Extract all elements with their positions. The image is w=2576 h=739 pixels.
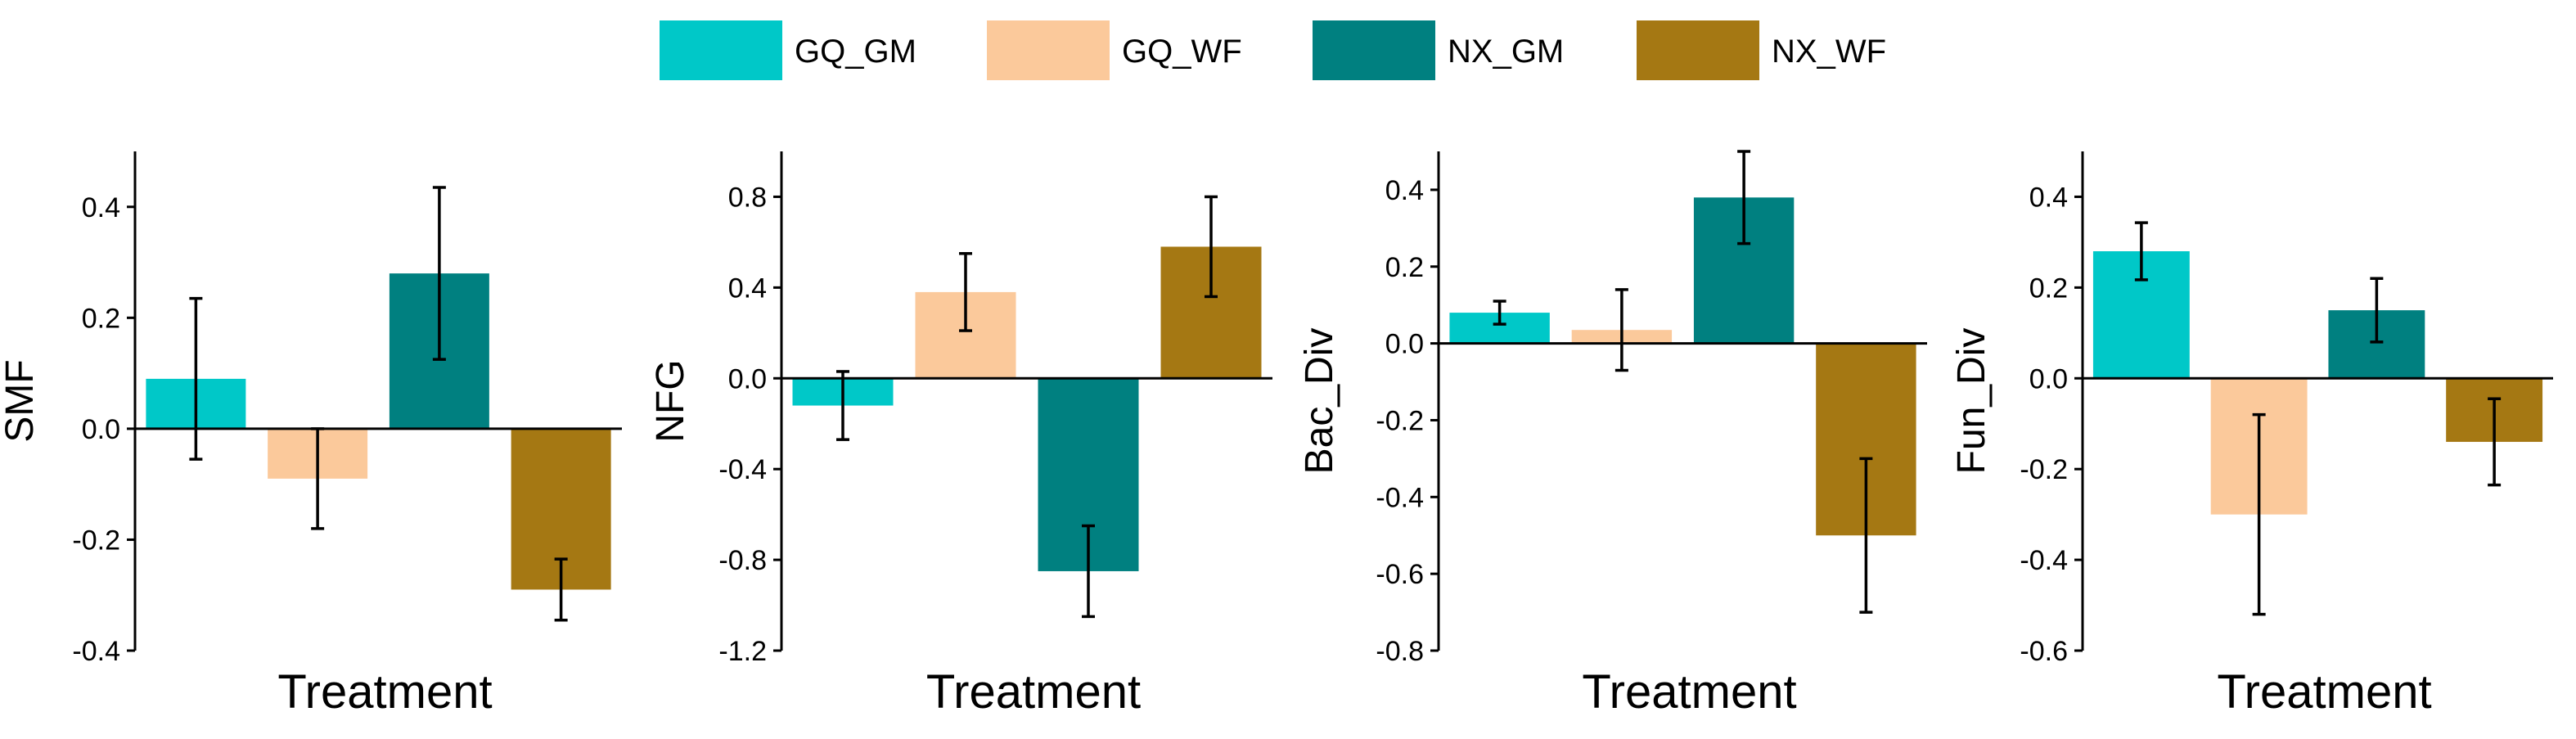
legend-swatch-gq-gm xyxy=(660,20,782,80)
legend-label-nx-gm: NX_GM xyxy=(1448,34,1564,70)
legend-label-gq-wf: GQ_WF xyxy=(1122,34,1242,70)
x-axis-title: Treatment xyxy=(926,665,1141,719)
error-bar-gq-gm xyxy=(1493,300,1506,326)
error-bar-nx-gm xyxy=(1737,150,1751,246)
legend-label-gq-gm: GQ_GM xyxy=(795,34,916,70)
legend: GQ_GM GQ_WF NX_GM NX_WF xyxy=(660,20,1886,80)
y-tick-label: -1.2 xyxy=(718,636,767,667)
error-bar-nx-wf xyxy=(1205,195,1218,299)
chart-panel-nfg: -1.2 -0.8 -0.4 0.0 0.4 0.8 NFG Treatment xyxy=(649,151,1272,719)
y-tick-label: 0.4 xyxy=(82,192,120,223)
y-tick-label: 0.2 xyxy=(82,303,120,334)
y-axis-title: Fun_Div xyxy=(1950,328,1993,475)
y-axis-title: NFG xyxy=(649,359,692,442)
error-bar-gq-wf xyxy=(959,252,972,332)
legend-swatch-gq-wf xyxy=(987,20,1110,80)
y-tick-label: 0.2 xyxy=(1385,252,1424,283)
y-tick-label: 0.0 xyxy=(728,363,767,394)
chart-panel-bac-div: -0.8 -0.6 -0.4 -0.2 0.0 0.2 0.4 Bac_Div Treatmen… xyxy=(1298,150,1927,719)
y-tick-label: -0.4 xyxy=(1376,482,1424,513)
y-tick-label: -0.2 xyxy=(72,525,120,556)
y-tick-label: 0.2 xyxy=(2029,273,2068,304)
error-bar-nx-wf xyxy=(554,557,568,622)
y-tick-label: 0.4 xyxy=(2029,182,2068,213)
y-tick-label: -0.6 xyxy=(1376,559,1424,590)
legend-label-nx-wf: NX_WF xyxy=(1772,34,1886,70)
error-bar-nx-wf xyxy=(1859,457,1873,614)
y-tick-label: -0.4 xyxy=(718,454,767,485)
error-bar-nx-wf xyxy=(2488,397,2502,487)
y-tick-label: 0.4 xyxy=(728,273,767,304)
legend-swatch-nx-wf xyxy=(1637,20,1759,80)
legend-swatch-nx-gm xyxy=(1313,20,1435,80)
y-tick-label: 0.8 xyxy=(728,182,767,213)
y-tick-label: 0.0 xyxy=(82,414,120,445)
chart-panel-fun-div: -0.6 -0.4 -0.2 0.0 0.2 0.4 Fun_Div Treatment xyxy=(1950,151,2553,719)
x-axis-title: Treatment xyxy=(1582,665,1796,719)
error-bar-gq-wf xyxy=(2252,412,2266,616)
y-axis-title: Bac_Div xyxy=(1298,328,1341,475)
y-axis-title: SMF xyxy=(0,359,42,442)
y-tick-label: -0.2 xyxy=(2020,454,2068,485)
y-tick-label: -0.4 xyxy=(72,636,120,667)
error-bar-nx-gm xyxy=(432,186,446,361)
y-tick-label: -0.8 xyxy=(718,545,767,576)
y-tick-label: 0.4 xyxy=(1385,175,1424,206)
chart-panels: -0.4-0.20.00.20.4SMFTreatment-1.2-0.8-0.… xyxy=(0,150,2553,719)
error-bar-gq-gm xyxy=(189,296,203,461)
y-tick-label: -0.8 xyxy=(1376,636,1424,667)
y-tick-label: 0.0 xyxy=(1385,329,1424,360)
y-tick-label: -0.2 xyxy=(1376,405,1424,436)
y-tick-label: 0.0 xyxy=(2029,363,2068,394)
error-bar-nx-gm xyxy=(2370,277,2384,344)
error-bar-nx-gm xyxy=(1082,524,1095,619)
x-axis-title: Treatment xyxy=(277,665,492,719)
error-bar-gq-gm xyxy=(2134,221,2148,282)
error-bar-gq-wf xyxy=(1615,288,1628,372)
x-axis-title: Treatment xyxy=(2217,665,2431,719)
y-tick-label: -0.4 xyxy=(2020,545,2068,576)
y-tick-label: -0.6 xyxy=(2020,636,2068,667)
error-bar-gq-gm xyxy=(836,370,849,441)
chart-panel-smf: -0.4 -0.2 0.0 0.2 0.4 SMF Treatment xyxy=(0,151,622,719)
